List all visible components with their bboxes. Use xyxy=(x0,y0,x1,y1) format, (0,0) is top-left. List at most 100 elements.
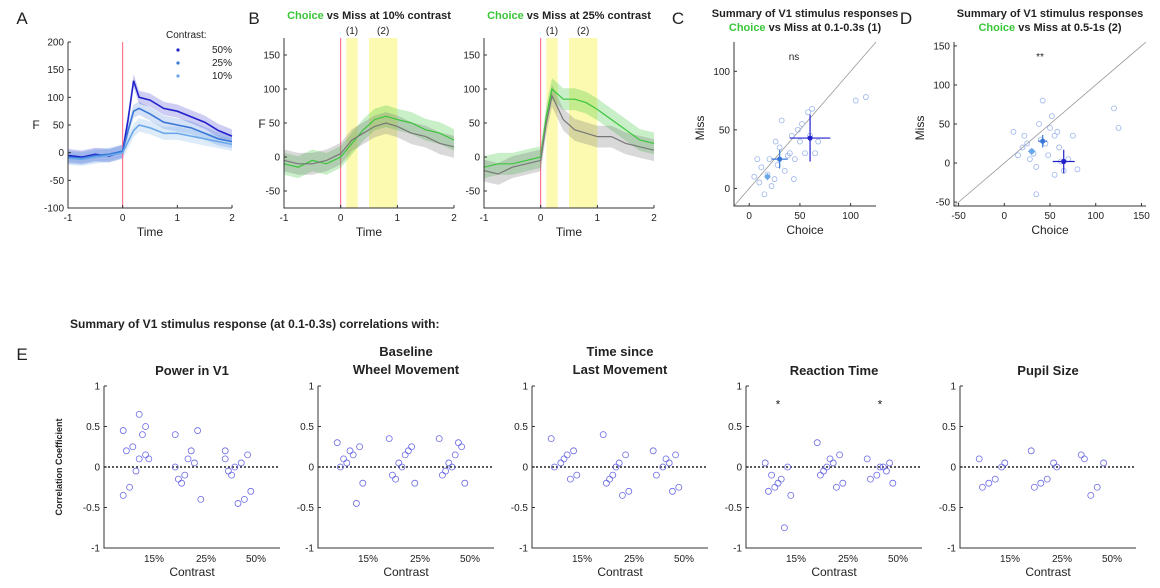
data-point xyxy=(461,479,469,487)
data-point xyxy=(231,463,239,471)
data-point xyxy=(244,451,252,459)
panel-d-x-tick: 150 xyxy=(1133,211,1150,222)
panel-e-x-tick-label: 25% xyxy=(196,554,216,565)
data-point xyxy=(438,471,446,479)
panel-e-x-tick-label: 50% xyxy=(1102,554,1122,565)
data-point xyxy=(833,483,840,491)
panel-a-x-tick: 1 xyxy=(175,213,181,224)
data-point xyxy=(829,459,837,467)
data-point xyxy=(778,117,785,124)
legend-title: Contrast: xyxy=(166,30,207,41)
panel-a-y-tick: 0 xyxy=(58,148,64,159)
data-point xyxy=(171,431,179,439)
data-point xyxy=(119,491,127,499)
data-point xyxy=(174,475,182,483)
data-point xyxy=(129,443,137,451)
data-point xyxy=(343,459,351,467)
panel-e-y-tick: -0.5 xyxy=(725,503,743,514)
panel-c-title-line2: Choice vs Miss at 0.1-0.3s (1) xyxy=(729,22,882,34)
data-point xyxy=(766,156,773,163)
data-point xyxy=(1043,475,1051,483)
data-point xyxy=(1037,479,1045,487)
window-label-2: (2) xyxy=(577,26,589,37)
data-point xyxy=(557,459,565,467)
data-point xyxy=(181,471,189,479)
panel-label-d: D xyxy=(900,9,912,28)
panel-a-x-tick: 0 xyxy=(120,213,126,224)
data-point xyxy=(817,471,824,479)
data-point xyxy=(826,455,834,463)
panel-d-y-tick: 0 xyxy=(944,159,950,170)
legend-entry-50%: 50% xyxy=(212,45,232,56)
data-point xyxy=(813,439,821,447)
data-point xyxy=(221,447,229,455)
data-point xyxy=(599,431,607,439)
data-point xyxy=(228,471,236,479)
data-point xyxy=(1010,128,1017,135)
significance-marker: * xyxy=(878,398,883,412)
data-point xyxy=(606,475,613,483)
panel-c-x-tick: 50 xyxy=(794,211,806,222)
data-point xyxy=(1033,191,1040,198)
data-point xyxy=(178,479,186,487)
data-point xyxy=(886,459,893,467)
data-point xyxy=(1019,144,1026,151)
panel-c-unity-line xyxy=(733,41,877,207)
data-point xyxy=(659,463,667,471)
subplot-title: Wheel Movement xyxy=(353,362,460,377)
data-point xyxy=(448,463,456,471)
panel-a-y-tick: -100 xyxy=(44,204,64,215)
data-point xyxy=(567,475,574,483)
data-point xyxy=(224,467,232,475)
panel-e-x-tick-label: 15% xyxy=(572,554,592,565)
data-point xyxy=(240,495,248,503)
data-point xyxy=(1093,483,1101,491)
data-point xyxy=(876,463,884,471)
subplot-title: Time since xyxy=(587,344,654,359)
data-point xyxy=(812,150,819,157)
data-point xyxy=(119,427,127,434)
data-point xyxy=(777,475,785,483)
panel-e-y-tick: 1 xyxy=(950,382,956,393)
data-point xyxy=(771,483,779,491)
legend-marker-25% xyxy=(176,61,180,65)
series-line-10% xyxy=(67,124,233,161)
title-choice: Choice xyxy=(487,10,524,22)
panel-label-e: E xyxy=(16,345,27,364)
panel-a-y-tick: 100 xyxy=(47,93,64,104)
data-point xyxy=(1053,463,1061,471)
panel-d-x-tick: 100 xyxy=(1087,211,1104,222)
data-point xyxy=(786,150,793,157)
panel-a-ylabel: F xyxy=(32,118,39,132)
data-point xyxy=(408,443,416,451)
panel-e-xlabel: Contrast xyxy=(383,565,429,579)
panel-e-y-tick: 0.5 xyxy=(514,422,528,433)
data-point xyxy=(761,459,769,467)
panel-e-y-tick: -1 xyxy=(947,544,956,555)
panel-e-y-tick: 0 xyxy=(736,463,742,474)
subplot-title: Reaction Time xyxy=(790,363,879,378)
data-point xyxy=(1033,164,1040,170)
panel-e-y-tick: 0 xyxy=(94,463,100,474)
panel-e-x-tick-label: 15% xyxy=(1000,554,1020,565)
data-point xyxy=(790,176,797,182)
data-point xyxy=(787,491,795,499)
panel-e-y-tick: -1 xyxy=(91,544,100,555)
panel-b-y-tick: 0 xyxy=(274,153,280,164)
data-point xyxy=(603,479,610,487)
legend-marker-10% xyxy=(176,74,180,78)
data-point xyxy=(1036,121,1042,127)
data-point xyxy=(135,410,143,418)
panel-e-y-tick: 0 xyxy=(950,463,956,474)
panel-d-title-line2: Choice vs Miss at 0.5-1s (2) xyxy=(978,22,1121,34)
data-point xyxy=(187,447,195,455)
panel-e-y-tick: 1 xyxy=(94,382,100,393)
panel-c-xlabel: Choice xyxy=(786,223,824,237)
data-point xyxy=(768,471,775,479)
panel-d-y-tick: 150 xyxy=(933,41,950,52)
data-point xyxy=(1001,459,1009,467)
data-point xyxy=(754,156,761,163)
panel-c-title-line1: Summary of V1 stimulus responses xyxy=(712,8,898,20)
data-point xyxy=(615,459,623,467)
mean-point-50% xyxy=(1061,158,1067,165)
